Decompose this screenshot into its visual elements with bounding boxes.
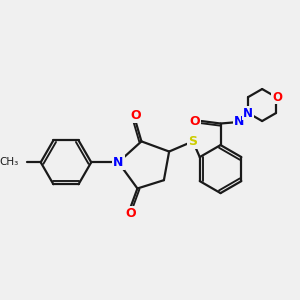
Text: N: N <box>243 106 253 119</box>
Text: CH₃: CH₃ <box>0 157 19 167</box>
Text: O: O <box>189 115 200 128</box>
Text: N: N <box>113 156 124 169</box>
Text: O: O <box>125 207 136 220</box>
Text: O: O <box>130 109 141 122</box>
Text: O: O <box>272 91 282 103</box>
Text: N: N <box>234 116 244 128</box>
Text: S: S <box>188 135 197 148</box>
